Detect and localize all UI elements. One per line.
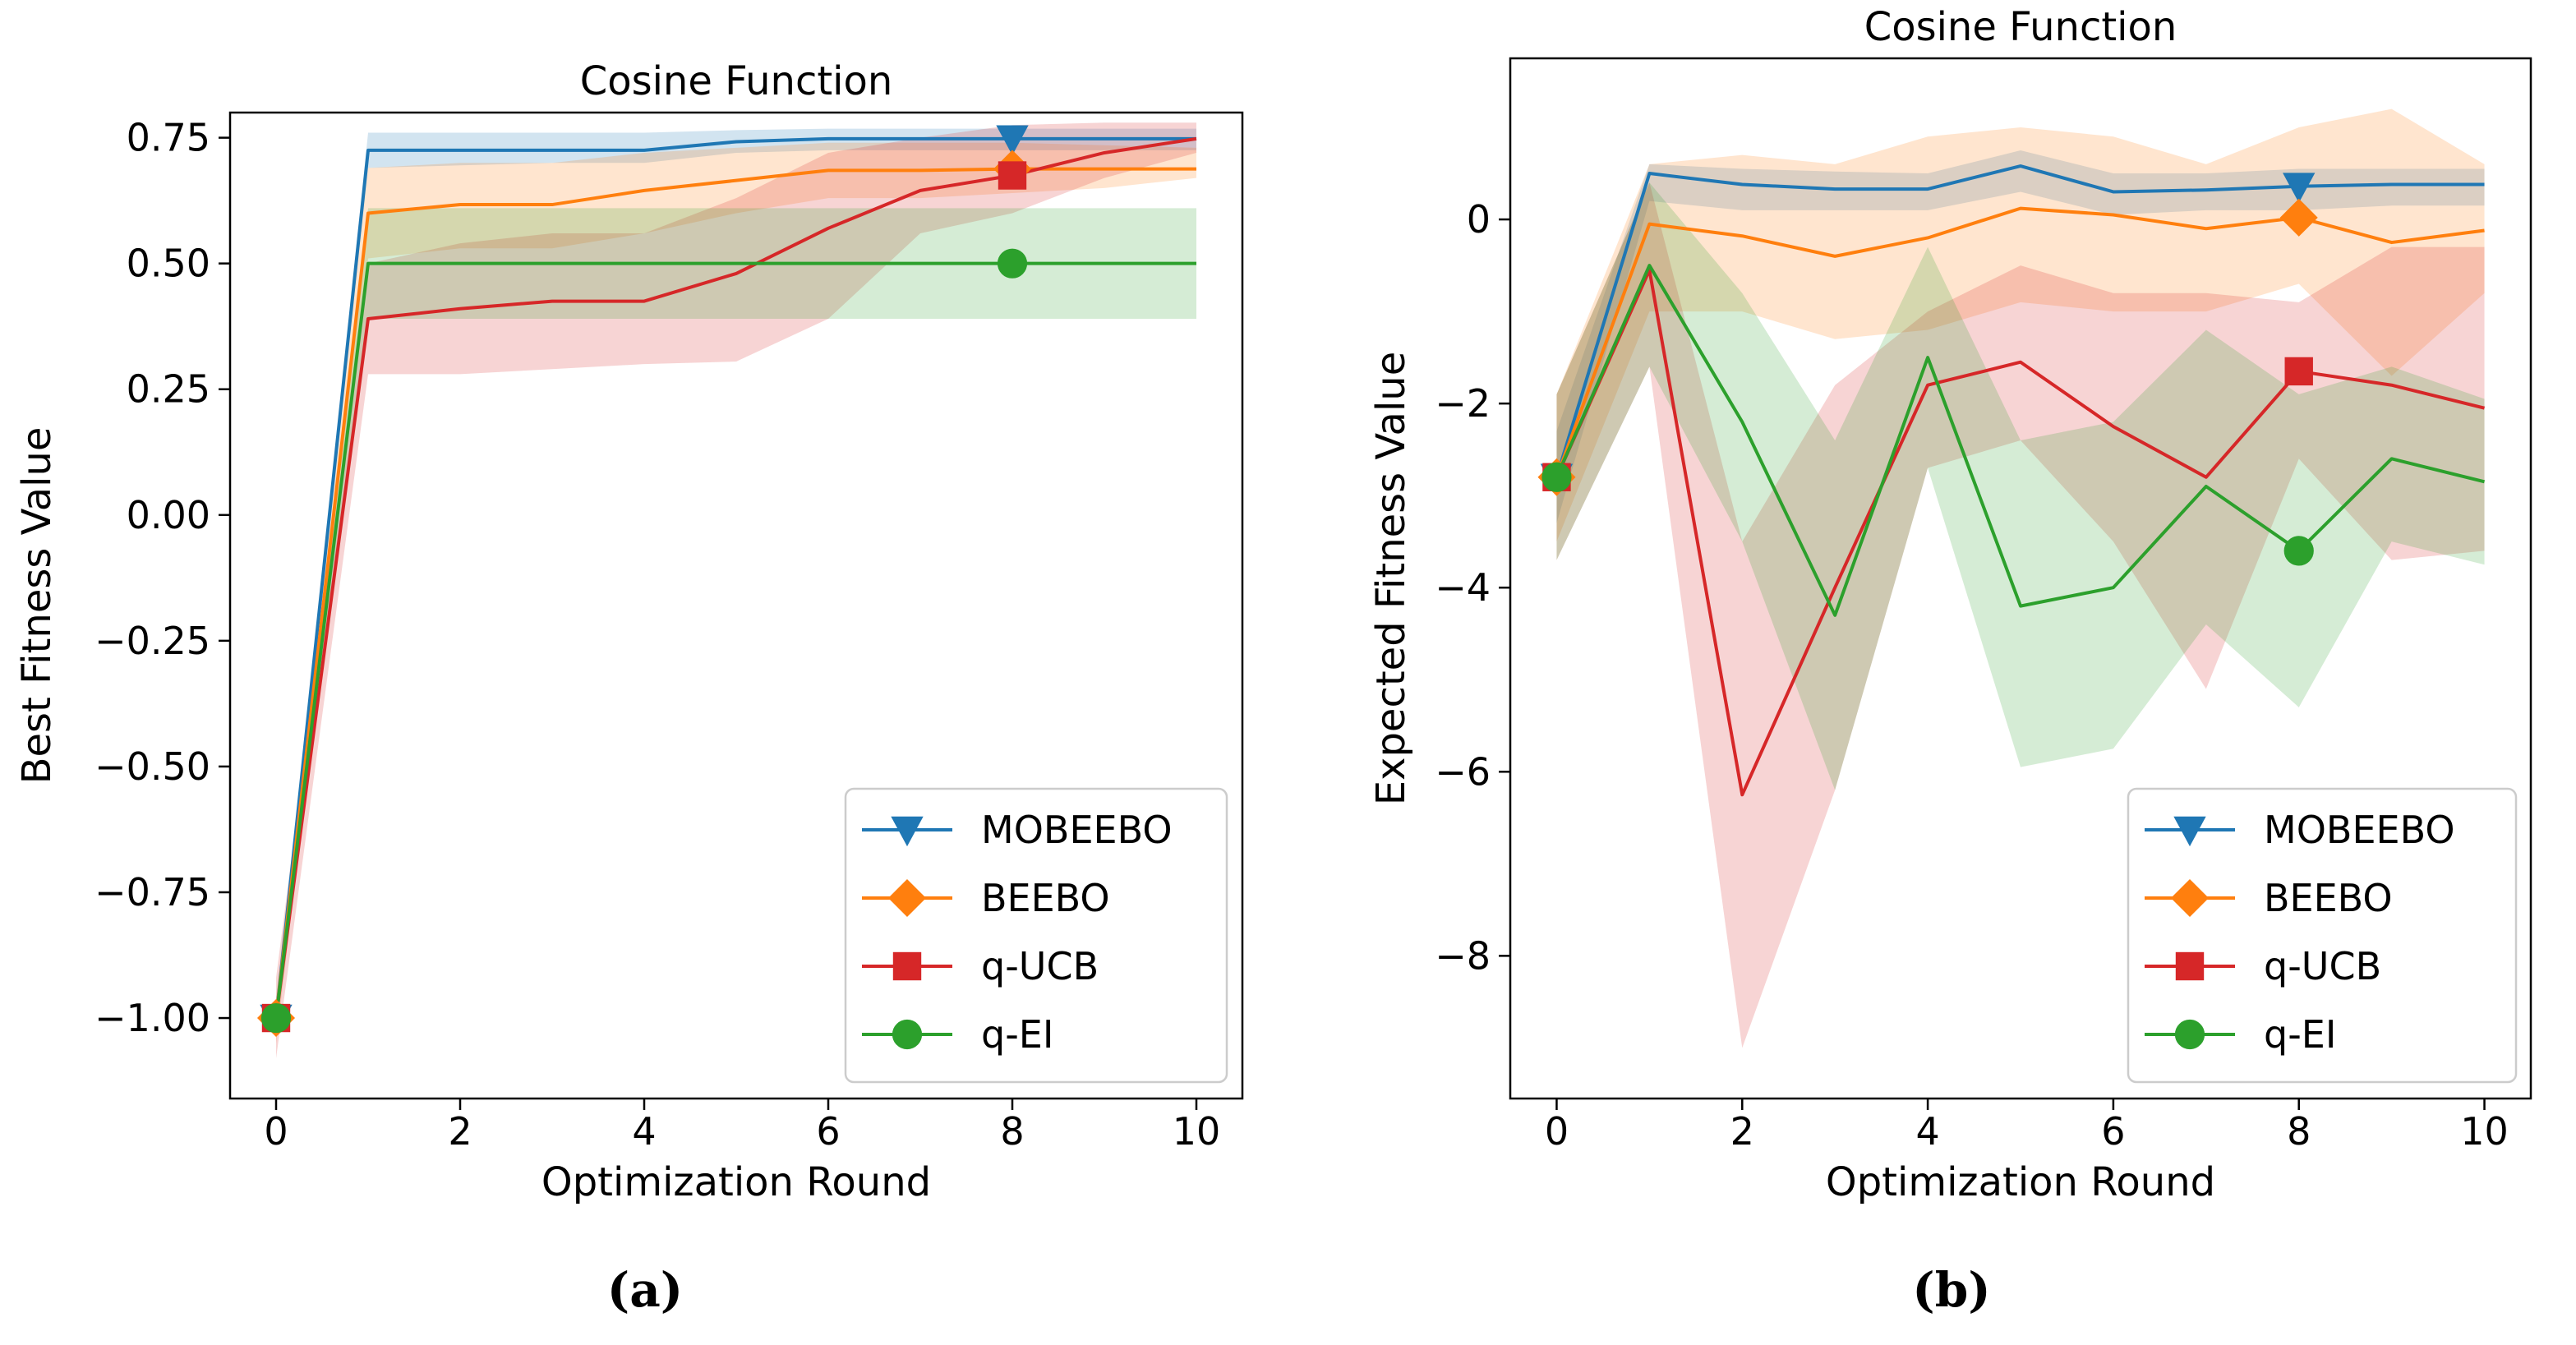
legend-label-q-ei: q-EI	[2264, 1012, 2336, 1057]
legend-label-beebo: BEEBO	[981, 876, 1110, 920]
band-q-ei	[276, 208, 1196, 1019]
y-tick-label: −0.50	[94, 744, 210, 789]
y-tick-label: −4	[1435, 565, 1491, 610]
y-tick-label: −1.00	[94, 996, 210, 1040]
legend: MOBEEBO BEEBO q-UCB q-EI	[844, 787, 1228, 1084]
y-axis-label: Expected Fitness Value	[1368, 352, 1414, 806]
x-tick-label: 4	[1915, 1109, 1939, 1154]
legend-box	[844, 787, 1228, 1084]
legend-marker-q-ucb	[892, 951, 922, 981]
y-axis-label: Best Fitness Value	[14, 427, 60, 785]
x-tick-label: 8	[1000, 1109, 1024, 1154]
marker-beebo	[2279, 198, 2318, 237]
y-tick-label: 0.25	[127, 367, 210, 412]
chart-title: Cosine Function	[1864, 4, 2177, 50]
series-line-mobeebo	[274, 136, 1196, 1019]
marker-q-ei	[2283, 536, 2314, 566]
y-tick-label: 0.75	[127, 116, 210, 160]
legend-marker-q-ei	[2174, 1019, 2205, 1050]
series-line-q-ei	[274, 261, 1196, 1019]
x-axis-label: Optimization Round	[541, 1159, 931, 1205]
x-tick-label: 8	[2287, 1109, 2311, 1154]
series-line-mobeebo	[1555, 164, 2485, 478]
band-q-ei	[1556, 182, 2485, 790]
panel-caption: (a)	[607, 1262, 683, 1318]
marker-q-ei	[997, 248, 1028, 279]
y-tick-label: −8	[1435, 933, 1491, 978]
panel-caption: (b)	[1912, 1262, 1990, 1318]
chart-panel-a: 0 2 4 6 8 10 −1.00 −0.75 −0.50 −0.25 0.00 0.25 0.50 0…	[14, 58, 1244, 1318]
band-beebo	[276, 142, 1196, 1043]
legend-label-q-ucb: q-UCB	[981, 944, 1099, 988]
x-tick-label: 4	[632, 1109, 656, 1154]
plot-area	[274, 122, 1197, 1059]
plot-area	[1555, 108, 2486, 1048]
band-mobeebo	[1556, 150, 2485, 523]
x-tick-label: 0	[1545, 1109, 1569, 1154]
band-q-ucb	[1556, 182, 2485, 1048]
legend-marker-mobeebo	[2173, 816, 2206, 847]
series-line-q-ei	[1555, 264, 2486, 617]
x-tick-label: 0	[264, 1109, 288, 1154]
x-tick-label: 10	[2460, 1109, 2509, 1154]
y-tick-label: −6	[1435, 749, 1491, 794]
axes-frame	[1509, 57, 2532, 1100]
y-tick-label: 0.50	[127, 242, 210, 286]
legend-label-q-ei: q-EI	[981, 1012, 1053, 1057]
marker-mobeebo	[996, 125, 1029, 155]
series-line-q-ucb	[274, 136, 1197, 1019]
y-tick-label: −0.75	[94, 870, 210, 914]
axes-frame	[228, 111, 1244, 1100]
legend-marker-q-ucb	[2175, 951, 2205, 981]
legend-label-mobeebo: MOBEEBO	[2264, 808, 2455, 852]
marker-start-q-ei	[260, 1002, 292, 1034]
x-axis-label: Optimization Round	[1826, 1159, 2215, 1205]
band-q-ucb	[276, 122, 1196, 1059]
marker-q-ucb	[998, 161, 1027, 190]
x-tick-label: 10	[1173, 1109, 1221, 1154]
band-beebo	[1556, 108, 2485, 542]
legend: MOBEEBO BEEBO q-UCB q-EI	[2127, 787, 2518, 1084]
y-tick-label: 0.00	[127, 493, 210, 537]
legend-box	[2127, 787, 2518, 1084]
y-tick-label: 0	[1467, 197, 1491, 242]
legend-label-mobeebo: MOBEEBO	[981, 808, 1173, 852]
y-tick-label: −2	[1435, 381, 1491, 426]
x-tick-label: 6	[816, 1109, 840, 1154]
legend-marker-mobeebo	[891, 816, 924, 847]
legend-marker-beebo	[2170, 878, 2210, 918]
marker-q-ucb	[2284, 357, 2313, 386]
x-tick-label: 2	[448, 1109, 472, 1154]
legend-label-q-ucb: q-UCB	[2264, 944, 2381, 988]
chart-panel-b: 0 2 4 6 8 10 −8 −6 −4 −2 0 Cosine Function Optimizat…	[1368, 4, 2532, 1318]
legend-marker-beebo	[887, 878, 927, 918]
series-markers	[256, 125, 1032, 1038]
series-line-q-ucb	[1555, 268, 2486, 797]
marker-mobeebo	[2283, 173, 2316, 203]
series-line-beebo	[1555, 206, 2485, 478]
chart-title: Cosine Function	[580, 58, 893, 104]
y-tick-label: −0.25	[94, 619, 210, 663]
series-markers	[1537, 173, 2318, 566]
x-tick-label: 2	[1730, 1109, 1754, 1154]
legend-label-beebo: BEEBO	[2264, 876, 2393, 920]
marker-start-q-ei	[1541, 462, 1572, 492]
x-tick-label: 6	[2101, 1109, 2125, 1154]
legend-marker-q-ei	[892, 1019, 923, 1050]
